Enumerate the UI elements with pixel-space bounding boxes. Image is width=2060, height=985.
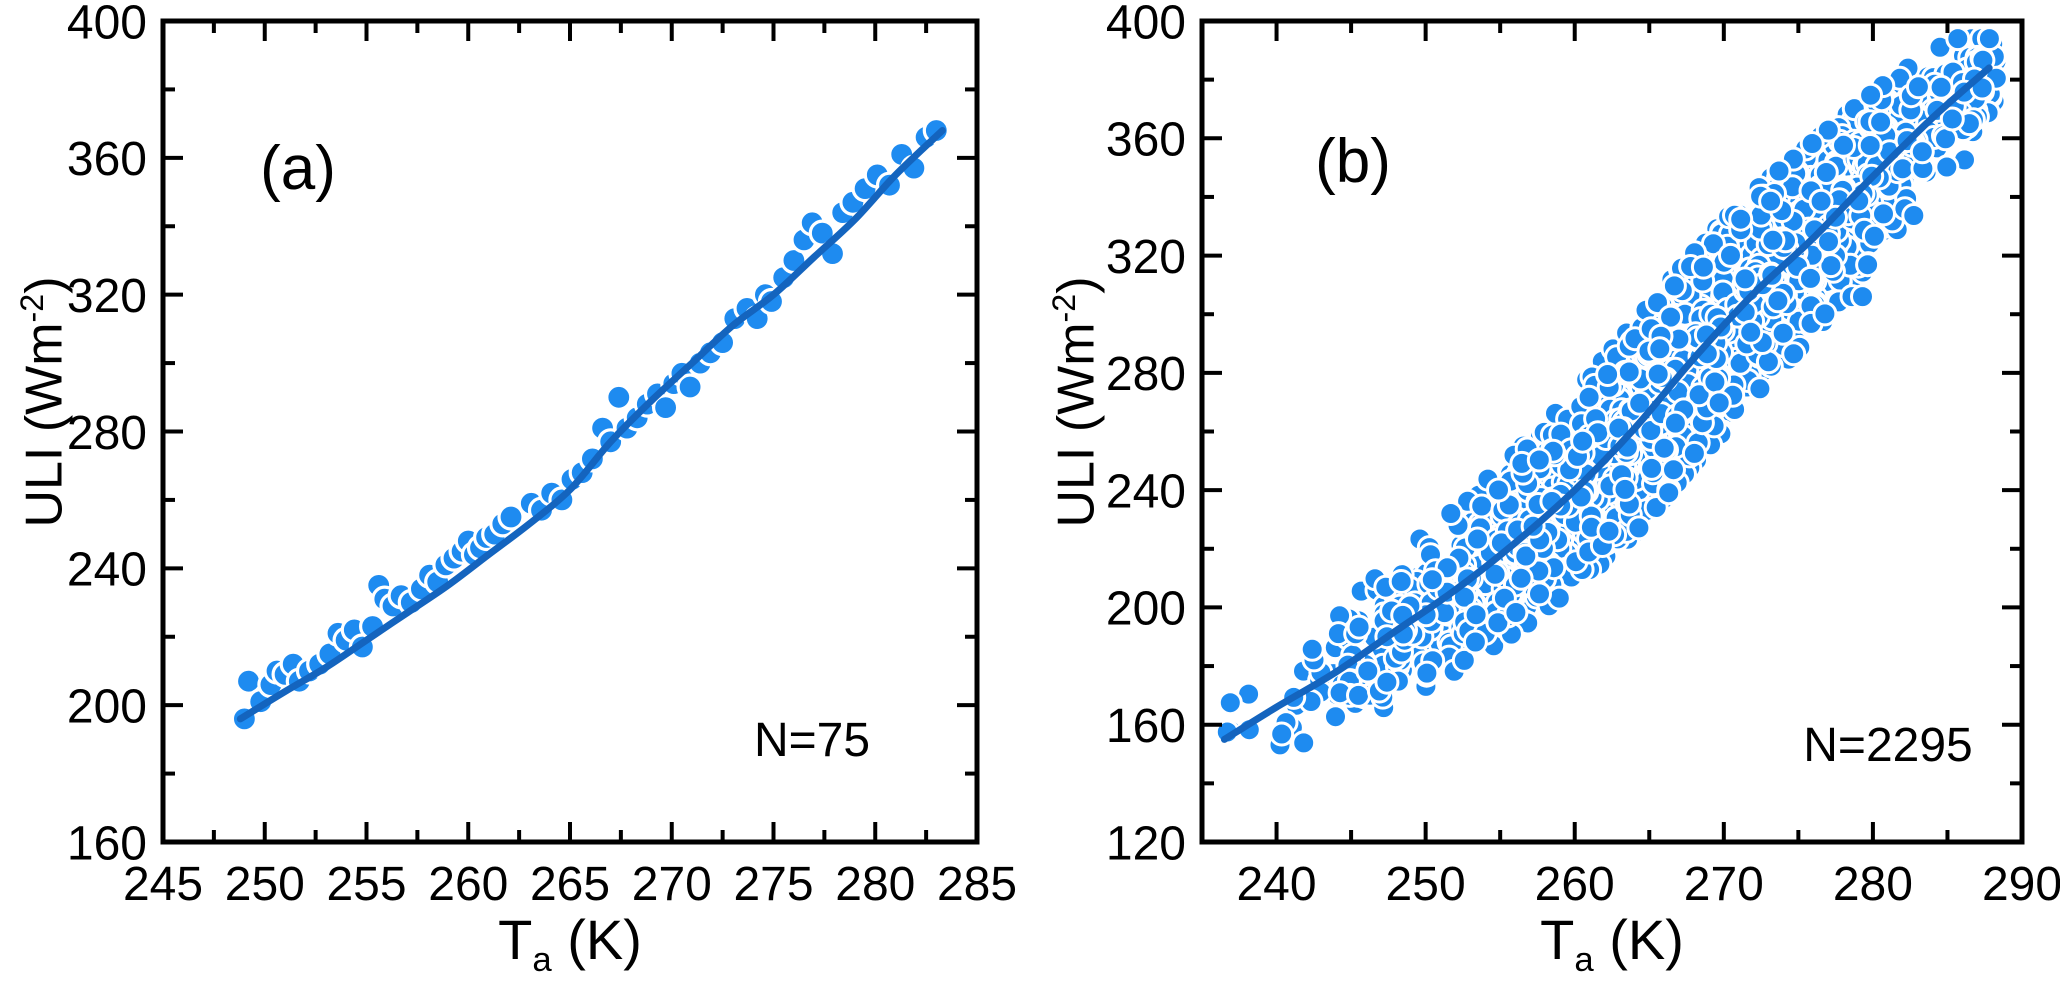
panel-b-x-axis-title: Ta (K) — [1462, 912, 1762, 978]
y-tick-label: 200 — [1106, 583, 1186, 636]
x-axis-title-symbol: T — [1540, 908, 1575, 971]
panel-b-y-axis-title: ULI (Wm-2) — [1034, 102, 1105, 702]
x-tick-label: 245 — [123, 858, 203, 911]
x-axis-title-unit: (K) — [551, 908, 642, 971]
y-axis-title-superscript: -2 — [1046, 293, 1082, 323]
x-axis-title-symbol: T — [498, 908, 533, 971]
x-tick-label: 255 — [326, 858, 406, 911]
x-tick-label: 280 — [835, 858, 915, 911]
panel-b-tick-labels: 240 250 260 270 280 290 120 160 200 240 280 320 360 4… — [1106, 0, 2060, 911]
x-axis-title-unit: (K) — [1593, 908, 1684, 971]
panel-a-ticks — [161, 19, 979, 844]
x-tick-label: 275 — [733, 858, 813, 911]
x-tick-label: 250 — [225, 858, 305, 911]
panel-a-tick-labels: 245 250 255 260 265 270 275 280 285 160 200 240 280 3… — [67, 0, 1017, 911]
y-axis-title-text: ULI (Wm — [1047, 322, 1106, 528]
x-tick-label: 270 — [1684, 858, 1764, 911]
x-tick-label: 280 — [1833, 858, 1913, 911]
x-tick-label: 260 — [1535, 858, 1615, 911]
y-axis-title-close: ) — [15, 276, 74, 294]
y-tick-label: 280 — [67, 407, 147, 460]
x-tick-label: 265 — [530, 858, 610, 911]
y-tick-label: 400 — [1106, 0, 1186, 49]
x-tick-label: 290 — [1982, 858, 2060, 911]
panel-a-x-axis-title: Ta (K) — [420, 912, 720, 978]
y-tick-label: 240 — [67, 544, 147, 597]
y-tick-label: 160 — [1106, 700, 1186, 753]
panel-b-ticks — [1202, 19, 2024, 844]
y-tick-label: 240 — [1106, 465, 1186, 518]
y-tick-label: 400 — [67, 0, 147, 49]
x-axis-title-subscript: a — [532, 941, 552, 980]
y-tick-label: 360 — [1106, 114, 1186, 167]
x-tick-label: 285 — [937, 858, 1017, 911]
panel-b-scatter — [1214, 26, 2009, 758]
y-tick-label: 280 — [1106, 348, 1186, 401]
panel-b-fit-line — [1220, 64, 1993, 743]
x-tick-label: 260 — [428, 858, 508, 911]
y-axis-title-superscript: -2 — [14, 293, 50, 323]
panel-b: 240 250 260 270 280 290 120 160 200 240 280 320 360 4… — [1106, 0, 2060, 911]
x-tick-label: 270 — [632, 858, 712, 911]
x-tick-label: 250 — [1386, 858, 1466, 911]
x-tick-label: 240 — [1236, 858, 1316, 911]
panel-a: 245 250 255 260 265 270 275 280 285 160 200 240 280 3… — [67, 0, 1017, 911]
x-axis-title-subscript: a — [1574, 941, 1594, 980]
panel-a-fit-line — [236, 127, 946, 723]
y-tick-label: 360 — [67, 133, 147, 186]
y-tick-label: 320 — [1106, 231, 1186, 284]
panel-a-y-axis-title: ULI (Wm-2) — [2, 102, 73, 702]
panel-b-label: (b) — [1315, 127, 1391, 196]
y-axis-title-text: ULI (Wm — [15, 322, 74, 528]
panel-b-count-label: N=2295 — [1803, 719, 1973, 772]
panel-a-scatter — [230, 116, 950, 733]
y-tick-label: 320 — [67, 270, 147, 323]
y-tick-label: 200 — [67, 680, 147, 733]
y-axis-title-close: ) — [1047, 276, 1106, 294]
panel-a-label: (a) — [260, 134, 336, 203]
panel-a-count-label: N=75 — [753, 714, 871, 767]
y-tick-label: 120 — [1106, 817, 1186, 870]
y-tick-label: 160 — [67, 817, 147, 870]
